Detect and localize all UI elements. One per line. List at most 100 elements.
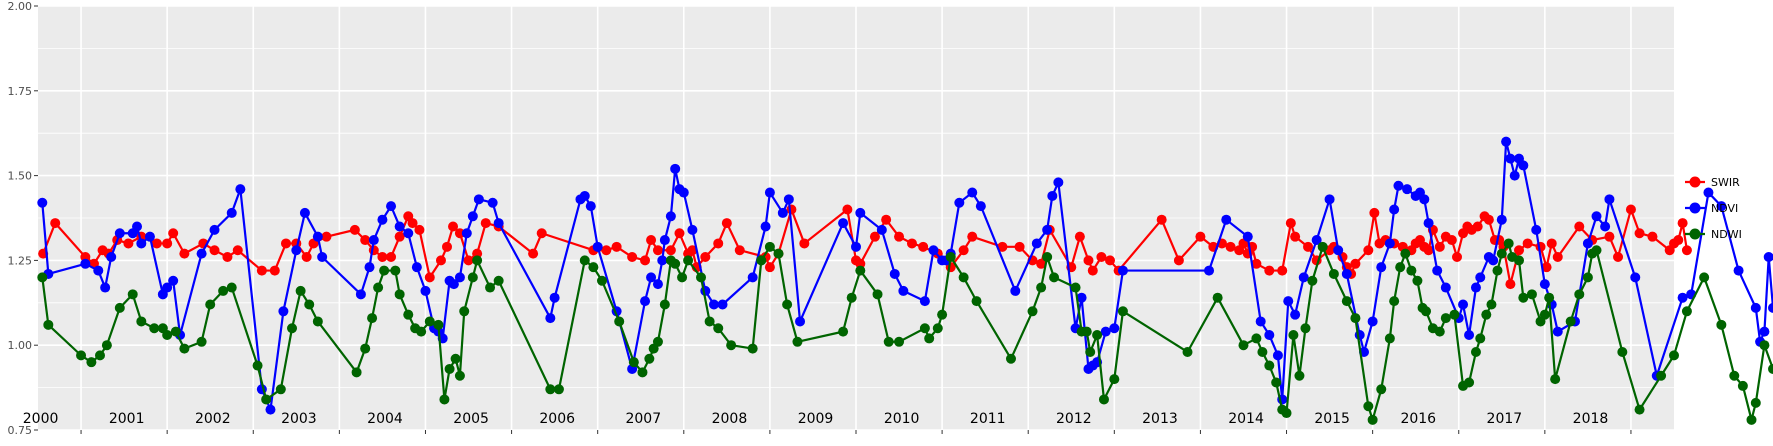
- data-point-ndwi: [351, 367, 362, 378]
- data-point-ndvi: [640, 296, 651, 307]
- data-point-ndwi: [394, 289, 405, 300]
- data-point-swir: [1483, 214, 1494, 225]
- data-point-ndwi: [467, 272, 478, 283]
- data-point-ndvi: [1341, 268, 1352, 279]
- legend-key-dot: [1689, 228, 1701, 240]
- data-point-ndwi: [1617, 346, 1628, 357]
- data-point-swir: [394, 231, 405, 242]
- data-point-ndvi: [1716, 201, 1727, 212]
- data-point-ndvi: [467, 211, 478, 222]
- data-point-ndwi: [1092, 330, 1103, 341]
- data-point-swir: [1074, 231, 1085, 242]
- data-point-swir: [435, 255, 446, 266]
- data-point-swir: [1541, 262, 1552, 273]
- data-point-ndwi: [1005, 353, 1016, 364]
- year-label: 2009: [798, 411, 834, 427]
- data-point-ndvi: [1582, 238, 1593, 249]
- data-point-swir: [918, 241, 929, 252]
- data-point-ndwi: [1464, 377, 1475, 388]
- data-point-ndwi: [1341, 296, 1352, 307]
- data-point-ndwi: [1492, 265, 1503, 276]
- data-point-ndvi: [80, 258, 91, 269]
- data-point-ndvi: [1750, 302, 1761, 313]
- data-point-ndwi: [379, 265, 390, 276]
- data-point-ndwi: [545, 384, 556, 395]
- data-point-ndwi: [1699, 272, 1710, 283]
- data-point-ndwi: [696, 272, 707, 283]
- data-point-ndvi: [1419, 194, 1430, 205]
- data-point-ndvi: [760, 221, 771, 232]
- data-point-ndwi: [846, 292, 857, 303]
- data-point-ndvi: [278, 306, 289, 317]
- data-point-ndwi: [1434, 326, 1445, 337]
- y-tick-label: 1.50: [8, 170, 33, 183]
- data-point-ndvi: [368, 235, 379, 246]
- data-point-ndvi: [364, 262, 375, 273]
- data-point-ndwi: [792, 336, 803, 347]
- data-point-swir: [1277, 265, 1288, 276]
- year-label: 2015: [1314, 411, 1350, 427]
- data-point-ndwi: [1539, 309, 1550, 320]
- data-point-ndwi: [493, 275, 504, 286]
- data-point-ndwi: [459, 306, 470, 317]
- data-point-ndvi: [1496, 214, 1507, 225]
- data-point-ndvi: [144, 231, 155, 242]
- data-point-ndvi: [168, 275, 179, 286]
- data-point-swir: [869, 231, 880, 242]
- data-point-ndvi: [1047, 190, 1058, 201]
- data-point-swir: [721, 218, 732, 229]
- data-point-ndvi: [1604, 194, 1615, 205]
- data-point-swir: [734, 245, 745, 256]
- data-point-ndwi: [1376, 384, 1387, 395]
- data-point-ndvi: [889, 268, 900, 279]
- data-point-ndvi: [975, 201, 986, 212]
- data-point-swir: [321, 231, 332, 242]
- data-point-swir: [1087, 265, 1098, 276]
- data-point-ndvi: [1109, 323, 1120, 334]
- data-point-swir: [1225, 241, 1236, 252]
- data-point-ndvi: [377, 214, 388, 225]
- data-point-ndvi: [876, 224, 887, 235]
- data-point-ndvi: [132, 221, 143, 232]
- data-point-swir: [1452, 252, 1463, 263]
- data-point-swir: [842, 204, 853, 215]
- data-point-swir: [700, 252, 711, 263]
- data-point-ndwi: [1251, 333, 1262, 344]
- data-point-ndwi: [1514, 255, 1525, 266]
- year-label: 2014: [1228, 411, 1264, 427]
- data-point-ndvi: [235, 184, 246, 195]
- data-point-ndvi: [855, 207, 866, 218]
- data-point-ndwi: [782, 299, 793, 310]
- data-point-swir: [528, 248, 539, 259]
- legend-label: SWIR: [1711, 176, 1740, 189]
- data-point-ndvi: [312, 231, 323, 242]
- year-label: 2005: [453, 411, 489, 427]
- data-point-ndvi: [1423, 218, 1434, 229]
- data-point-ndvi: [708, 299, 719, 310]
- data-point-ndvi: [420, 285, 431, 296]
- data-point-swir: [1156, 214, 1167, 225]
- data-point-ndvi: [265, 404, 276, 415]
- data-point-swir: [1363, 245, 1374, 256]
- data-point-ndwi: [1421, 306, 1432, 317]
- data-point-ndwi: [1238, 340, 1249, 351]
- data-point-ndwi: [416, 326, 427, 337]
- data-point-ndwi: [424, 316, 435, 327]
- data-point-ndvi: [1432, 265, 1443, 276]
- data-point-swir: [123, 238, 134, 249]
- data-point-swir: [386, 252, 397, 263]
- data-point-ndwi: [1681, 306, 1692, 317]
- data-point-ndvi: [1703, 187, 1714, 198]
- data-point-ndvi: [162, 282, 173, 293]
- data-point-ndvi: [1204, 265, 1215, 276]
- data-point-ndwi: [713, 323, 724, 334]
- data-point-ndwi: [1294, 370, 1305, 381]
- data-point-ndwi: [652, 336, 663, 347]
- data-point-swir: [1677, 218, 1688, 229]
- data-point-ndwi: [677, 272, 688, 283]
- year-label: 2017: [1487, 411, 1523, 427]
- data-point-ndwi: [149, 323, 160, 334]
- legend-key-dot: [1689, 202, 1701, 214]
- data-point-ndvi: [777, 207, 788, 218]
- data-point-ndwi: [553, 384, 564, 395]
